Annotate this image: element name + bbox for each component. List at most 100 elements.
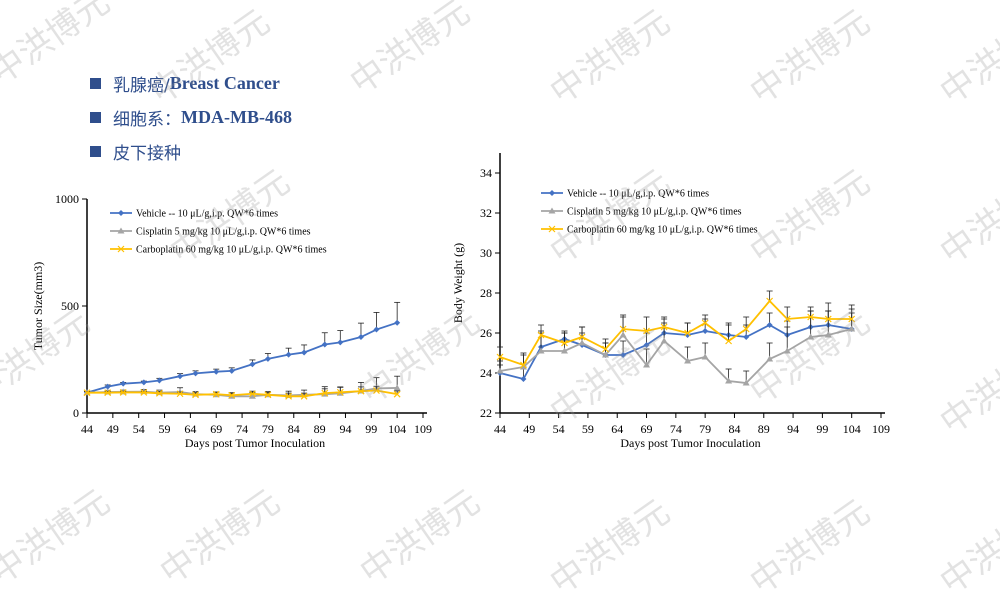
y-tick-label: 24 — [480, 366, 492, 380]
data-point — [301, 349, 308, 356]
data-point — [300, 392, 308, 400]
data-point — [561, 339, 568, 347]
x-tick-label: 74 — [236, 422, 248, 436]
data-point — [120, 380, 127, 387]
data-point — [848, 325, 856, 332]
x-tick-label: 99 — [365, 422, 377, 436]
y-axis-label: Body Weight (g) — [451, 243, 465, 323]
data-point — [660, 337, 668, 344]
data-point — [766, 322, 773, 328]
data-point — [743, 334, 750, 340]
data-point — [537, 347, 545, 354]
data-point — [549, 190, 555, 196]
x-tick-label: 109 — [872, 422, 890, 436]
data-point — [192, 370, 199, 377]
series-line — [499, 328, 852, 384]
x-tick-label: 69 — [210, 422, 222, 436]
data-point — [602, 345, 609, 353]
y-tick-label: 34 — [480, 166, 492, 180]
legend-entry: Carboplatin 60 mg/kg 10 μL/g,i.p. QW*6 t… — [110, 245, 327, 256]
legend-entry: Cisplatin 5 mg/kg 10 μL/g,i.p. QW*6 time… — [110, 227, 311, 238]
legend-label: Vehicle -- 10 μL/g,i.p. QW*6 times — [136, 209, 278, 220]
y-tick-label: 26 — [480, 326, 492, 340]
data-point — [248, 392, 256, 399]
x-tick-label: 49 — [523, 422, 535, 436]
series-2 — [83, 375, 401, 399]
title-bullets: 乳腺癌/Breast Cancer 细胞系： MDA-MB-468 皮下接种 — [90, 66, 292, 168]
x-tick-label: 89 — [314, 422, 326, 436]
data-point — [619, 325, 627, 333]
data-point — [104, 389, 112, 397]
data-point — [602, 351, 610, 358]
data-point — [560, 347, 568, 354]
bullet-text-en: MDA-MB-468 — [181, 106, 292, 127]
x-tick-label: 94 — [787, 422, 799, 436]
data-point — [742, 379, 750, 386]
data-point — [117, 245, 125, 253]
data-point — [766, 355, 774, 362]
data-point — [336, 388, 344, 396]
legend-label: Vehicle -- 10 μL/g,i.p. QW*6 times — [567, 189, 709, 200]
x-tick-label: 74 — [670, 422, 682, 436]
x-tick-label: 79 — [699, 422, 711, 436]
data-point — [117, 227, 125, 234]
data-point — [104, 383, 111, 390]
x-tick-label: 59 — [582, 422, 594, 436]
data-point — [548, 225, 556, 233]
y-tick-label: 500 — [61, 299, 79, 313]
data-point — [578, 333, 586, 341]
data-point — [824, 315, 832, 323]
data-point — [643, 327, 650, 335]
data-point — [824, 331, 832, 338]
x-tick-label: 109 — [414, 422, 432, 436]
data-point — [519, 363, 527, 370]
x-tick-label: 44 — [81, 422, 93, 436]
data-point — [156, 377, 163, 384]
legend-entry: Vehicle -- 10 μL/g,i.p. QW*6 times — [110, 209, 278, 220]
charts: 44 49 54 59 64 69 74 79 84 89 94 99 104 109 0 500 1000 Da… — [31, 153, 890, 450]
legend-entry: Vehicle -- 10 μL/g,i.p. QW*6 times — [541, 189, 709, 200]
bullet-inoculation: 皮下接种 — [90, 134, 292, 168]
data-point — [155, 389, 163, 397]
data-point — [660, 323, 668, 331]
x-tick-label: 79 — [262, 422, 274, 436]
x-tick-label: 69 — [641, 422, 653, 436]
data-point — [684, 329, 691, 337]
data-point — [212, 390, 220, 398]
bullet-square-icon — [90, 145, 101, 157]
y-axis-label: Tumor Size(mm3) — [31, 262, 45, 351]
data-point — [537, 331, 545, 339]
x-tick-label: 99 — [816, 422, 828, 436]
data-point — [807, 313, 815, 321]
data-point — [643, 342, 650, 348]
series-3 — [83, 385, 401, 400]
series-2 — [496, 308, 856, 386]
data-point — [393, 390, 401, 398]
data-point — [373, 326, 380, 333]
y-tick-label: 22 — [480, 406, 492, 420]
data-point — [520, 361, 527, 369]
data-point — [725, 377, 733, 384]
x-tick-label: 54 — [133, 422, 145, 436]
data-point — [701, 353, 709, 360]
bullet-text-zh: 皮下接种 — [113, 143, 181, 164]
data-point — [119, 389, 127, 396]
data-point — [321, 389, 329, 397]
data-point — [393, 384, 401, 391]
bullet-cell-line: 细胞系： MDA-MB-468 — [90, 100, 292, 134]
legend-entry: Cisplatin 5 mg/kg 10 μL/g,i.p. QW*6 time… — [541, 207, 742, 218]
x-axis-label: Days post Tumor Inoculation — [185, 436, 325, 450]
x-tick-label: 104 — [843, 422, 861, 436]
y-tick-label: 32 — [480, 206, 492, 220]
series-line — [86, 321, 398, 394]
legend-label: Cisplatin 5 mg/kg 10 μL/g,i.p. QW*6 time… — [567, 207, 742, 218]
data-point — [285, 351, 292, 358]
data-point — [394, 319, 401, 326]
series-line — [499, 323, 852, 381]
x-tick-label: 49 — [107, 422, 119, 436]
legend-entry: Carboplatin 60 mg/kg 10 μL/g,i.p. QW*6 t… — [541, 225, 758, 236]
legend-label: Cisplatin 5 mg/kg 10 μL/g,i.p. QW*6 time… — [136, 227, 311, 238]
data-point — [496, 367, 504, 374]
data-point — [321, 341, 328, 348]
data-point — [684, 357, 692, 364]
